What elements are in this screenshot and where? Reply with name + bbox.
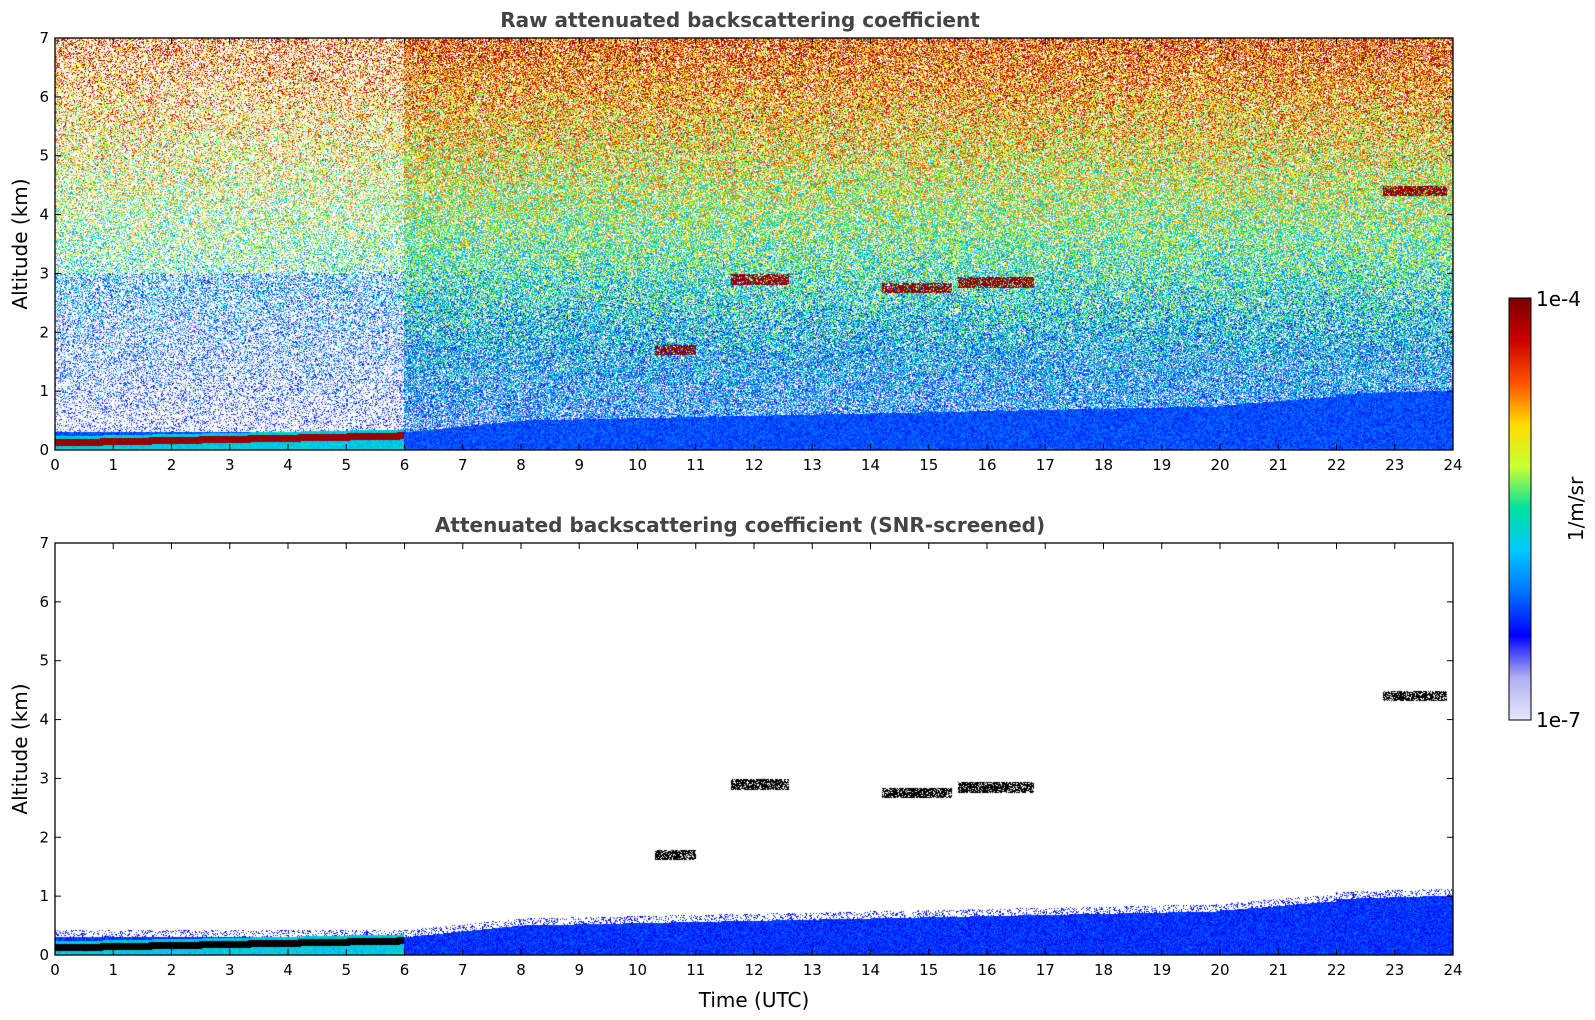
x-tick-label: 14 [861, 961, 880, 979]
x-tick-label: 18 [1094, 961, 1113, 979]
x-tick-label: 17 [1036, 456, 1055, 474]
x-tick-label: 17 [1036, 961, 1055, 979]
x-tick-label: 19 [1152, 456, 1171, 474]
x-tick-label: 0 [50, 961, 60, 979]
screened-panel-title: Attenuated backscattering coefficient (S… [435, 513, 1045, 537]
y-tick-label: 2 [39, 828, 49, 846]
y-tick-label: 5 [39, 147, 49, 165]
x-tick-label: 8 [516, 456, 526, 474]
x-tick-label: 14 [861, 456, 880, 474]
y-tick-label: 4 [39, 711, 49, 729]
y-tick-label: 0 [39, 946, 49, 964]
x-tick-label: 11 [686, 456, 705, 474]
y-tick-label: 3 [39, 769, 49, 787]
raw-y-axis-label: Altitude (km) [8, 178, 32, 309]
x-tick-label: 6 [400, 961, 410, 979]
x-tick-label: 7 [458, 961, 468, 979]
x-tick-label: 12 [744, 456, 763, 474]
x-tick-label: 6 [400, 456, 410, 474]
x-tick-label: 15 [919, 961, 938, 979]
y-tick-label: 3 [39, 264, 49, 282]
x-tick-label: 12 [744, 961, 763, 979]
y-tick-label: 1 [39, 382, 49, 400]
x-tick-label: 5 [341, 961, 351, 979]
screened-heatmap [55, 543, 1453, 955]
colorbar-unit-label: 1/m/sr [1564, 476, 1588, 541]
x-tick-label: 20 [1210, 961, 1229, 979]
y-tick-label: 5 [39, 652, 49, 670]
x-tick-label: 16 [977, 456, 996, 474]
raw-axes: 0 1 2 3 4 5 6 7 8 9 10 11 12 13 14 15 16 17 18 19 20 21 22 23 24… [39, 29, 1462, 474]
y-tick-label: 7 [39, 534, 49, 552]
x-tick-label: 16 [977, 961, 996, 979]
screened-backscatter-panel: Attenuated backscattering coefficient (S… [8, 513, 1463, 1012]
y-tick-label: 4 [39, 206, 49, 224]
x-tick-label: 3 [225, 961, 235, 979]
colorbar: 1e-4 1e-7 1/m/sr [1508, 287, 1588, 732]
x-tick-label: 2 [167, 961, 177, 979]
y-tick-label: 6 [39, 88, 49, 106]
raw-panel-title: Raw attenuated backscattering coefficien… [500, 8, 980, 32]
y-tick-label: 6 [39, 593, 49, 611]
x-tick-label: 13 [803, 961, 822, 979]
screened-axes: 0 1 2 3 4 5 6 7 8 9 10 11 12 13 14 15 16 17 18 19 20 21 22 23 24… [39, 534, 1462, 979]
x-tick-label: 2 [167, 456, 177, 474]
x-tick-label: 3 [225, 456, 235, 474]
x-tick-label: 1 [108, 961, 118, 979]
colorbar-max-label: 1e-4 [1536, 287, 1581, 311]
x-tick-label: 8 [516, 961, 526, 979]
y-tick-label: 7 [39, 29, 49, 47]
x-tick-label: 10 [628, 961, 647, 979]
x-tick-label: 23 [1385, 456, 1404, 474]
x-axis-label: Time (UTC) [698, 988, 810, 1012]
x-tick-label: 9 [574, 456, 584, 474]
x-tick-label: 9 [574, 961, 584, 979]
x-tick-label: 18 [1094, 456, 1113, 474]
y-tick-label: 1 [39, 887, 49, 905]
x-tick-label: 22 [1327, 961, 1346, 979]
y-tick-label: 0 [39, 441, 49, 459]
x-tick-label: 24 [1443, 456, 1462, 474]
x-tick-label: 4 [283, 961, 293, 979]
raw-backscatter-panel: Raw attenuated backscattering coefficien… [8, 8, 1463, 474]
x-tick-label: 23 [1385, 961, 1404, 979]
colorbar-min-label: 1e-7 [1536, 708, 1581, 732]
x-tick-label: 0 [50, 456, 60, 474]
x-tick-label: 11 [686, 961, 705, 979]
x-tick-label: 22 [1327, 456, 1346, 474]
raw-heatmap [55, 38, 1453, 450]
x-tick-label: 7 [458, 456, 468, 474]
x-tick-label: 4 [283, 456, 293, 474]
y-tick-label: 2 [39, 323, 49, 341]
x-tick-label: 24 [1443, 961, 1462, 979]
x-tick-label: 10 [628, 456, 647, 474]
x-tick-label: 5 [341, 456, 351, 474]
x-tick-label: 19 [1152, 961, 1171, 979]
x-tick-label: 1 [108, 456, 118, 474]
screened-y-axis-label: Altitude (km) [8, 683, 32, 814]
x-tick-label: 15 [919, 456, 938, 474]
x-tick-label: 21 [1269, 961, 1288, 979]
x-tick-label: 20 [1210, 456, 1229, 474]
x-tick-label: 21 [1269, 456, 1288, 474]
x-tick-label: 13 [803, 456, 822, 474]
colorbar-gradient [1508, 297, 1532, 721]
